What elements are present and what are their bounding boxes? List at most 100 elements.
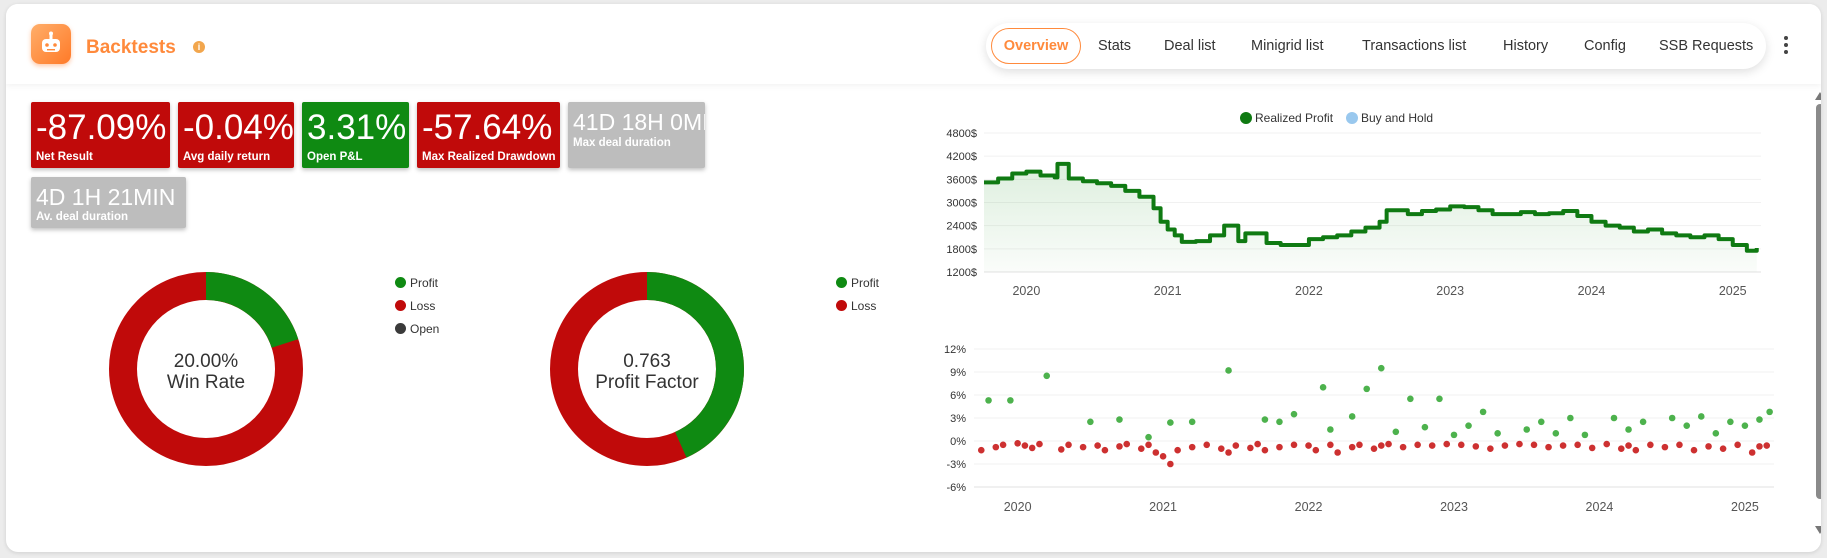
scatter-point <box>1443 440 1451 448</box>
scatter-point <box>1428 442 1436 449</box>
scatter-point <box>1254 440 1261 448</box>
scatter-point <box>1152 449 1160 456</box>
scatter-point <box>1232 442 1240 449</box>
legend-profit[interactable]: Profit <box>836 276 879 290</box>
legend-open[interactable]: Open <box>395 322 439 336</box>
metric-net-result: -87.09% Net Result <box>31 102 170 168</box>
scatter-point <box>1766 408 1773 416</box>
metric-max-realized-drawdown: -57.64% Max Realized Drawdown <box>417 102 560 168</box>
scatter-point <box>1465 422 1472 429</box>
metric-label: Max Realized Drawdown <box>422 151 556 163</box>
scatter-point <box>1734 441 1741 449</box>
scatter-point <box>1225 449 1232 456</box>
x-tick-label: 2024 <box>1578 284 1606 298</box>
legend-marker[interactable] <box>1346 112 1358 124</box>
x-tick-label: 2025 <box>1719 284 1747 298</box>
scatter-point <box>1661 443 1669 451</box>
legend-label[interactable]: Realized Profit <box>1255 111 1334 125</box>
legend-profit[interactable]: Profit <box>395 276 438 290</box>
scatter-point <box>1697 413 1705 420</box>
win-rate-value: 20.00% <box>174 351 239 372</box>
scatter-point <box>1123 440 1131 448</box>
tab-stats[interactable]: Stats <box>1098 38 1132 54</box>
tab-ssb-requests[interactable]: SSB Requests <box>1659 38 1754 54</box>
info-icon[interactable]: i <box>193 41 205 53</box>
tab-history[interactable]: History <box>1503 38 1549 54</box>
scatter-point <box>1145 441 1152 449</box>
scatter-point <box>1036 440 1043 448</box>
scatter-point <box>1094 442 1101 449</box>
scatter-point <box>1334 449 1341 456</box>
scatter-point <box>1421 423 1429 431</box>
x-tick-label: 2021 <box>1154 284 1182 298</box>
x-tick-label: 2022 <box>1295 500 1323 514</box>
realized-profit-chart: Realized Profit Buy and Hold 4800$ 4200$ 36… <box>946 111 1761 298</box>
profit-factor-donut: 0.763 Profit Factor <box>550 272 744 466</box>
profit-factor-value: 0.763 <box>623 351 671 372</box>
scatter-point <box>1501 442 1509 449</box>
scatter-point <box>1632 446 1640 454</box>
y-tick-label: 0% <box>950 436 966 448</box>
scatter-point <box>1261 416 1269 423</box>
scatter-point <box>1217 445 1225 452</box>
metric-value: 3.31% <box>307 108 407 147</box>
scatter-point <box>1305 442 1312 449</box>
y-tick-label: 4200$ <box>946 151 977 163</box>
tab-minigrid-list[interactable]: Minigrid list <box>1251 38 1324 54</box>
donut-profit-arc <box>550 272 744 466</box>
x-tick-label: 2025 <box>1731 500 1759 514</box>
scatter-point <box>1167 460 1174 468</box>
scroll-up-arrow[interactable] <box>1815 92 1821 100</box>
scatter-point <box>1407 395 1414 403</box>
vertical-scrollbar[interactable] <box>1814 92 1821 534</box>
tab-transactions-list[interactable]: Transactions list <box>1362 38 1467 54</box>
scatter-point <box>1625 442 1632 449</box>
scatter-point <box>1363 385 1371 393</box>
scatter-point <box>1348 413 1356 420</box>
scatter-point <box>1450 431 1458 439</box>
scatter-point <box>1312 446 1320 454</box>
x-tick-label: 2021 <box>1149 500 1177 514</box>
tab-overview[interactable]: Overview <box>991 28 1081 64</box>
scatter-point <box>1327 426 1334 433</box>
scatter-point <box>1523 426 1531 433</box>
robot-icon <box>31 24 71 64</box>
scatter-point <box>1516 440 1523 448</box>
scatter-point <box>1377 364 1385 372</box>
legend-loss[interactable]: Loss <box>836 299 876 313</box>
scatter-point <box>1116 443 1123 450</box>
scrollbar-thumb[interactable] <box>1816 104 1821 499</box>
scroll-down-arrow[interactable] <box>1815 526 1821 534</box>
scatter-point <box>1588 444 1596 452</box>
tab-config[interactable]: Config <box>1584 38 1626 54</box>
scatter-point <box>1574 441 1581 449</box>
metric-avg-deal-duration: 4D 1H 21MIN Av. deal duration <box>31 177 186 228</box>
tab-deal-list[interactable]: Deal list <box>1164 38 1216 54</box>
x-tick-label: 2023 <box>1440 500 1468 514</box>
scatter-point <box>1414 441 1421 449</box>
legend-loss[interactable]: Loss <box>395 299 435 313</box>
more-options-icon[interactable] <box>1783 34 1789 58</box>
scatter-point <box>1690 446 1698 454</box>
scatter-point <box>1356 441 1363 449</box>
scatter-point <box>1647 441 1654 449</box>
scatter-point <box>1261 446 1269 454</box>
scatter-point <box>1617 445 1625 452</box>
scatter-point <box>1087 418 1094 426</box>
x-tick-label: 2022 <box>1295 284 1323 298</box>
scatter-point <box>1174 446 1181 454</box>
scatter-point <box>1487 445 1494 452</box>
scatter-point <box>1705 443 1712 450</box>
realized-profit-line <box>984 161 1759 253</box>
metric-value: 41D 18H 0MIN <box>573 109 705 135</box>
legend-marker[interactable] <box>1240 112 1252 124</box>
legend-label[interactable]: Buy and Hold <box>1361 111 1433 125</box>
x-tick-label: 2020 <box>1004 500 1032 514</box>
metric-label: Avg daily return <box>183 151 271 163</box>
scatter-point <box>1385 440 1392 448</box>
scatter-point <box>1683 422 1691 429</box>
metric-value: -57.64% <box>422 108 553 147</box>
scatter-point <box>1319 384 1327 391</box>
x-tick-label: 2024 <box>1586 500 1614 514</box>
scatter-point <box>1116 416 1123 423</box>
